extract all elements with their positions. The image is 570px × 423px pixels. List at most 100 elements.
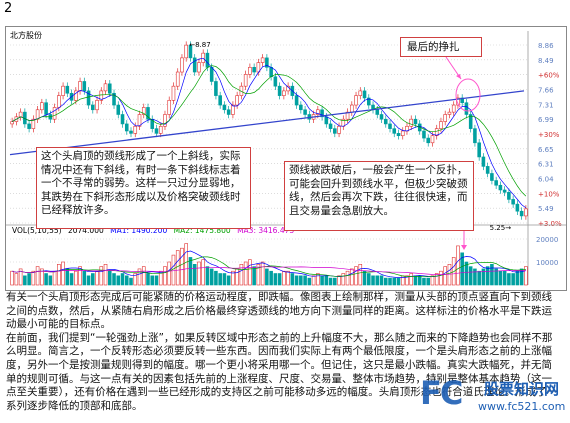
volume-bar	[171, 254, 176, 286]
volume-bar	[515, 270, 520, 286]
last-struggle-circle	[455, 78, 481, 112]
volume-bar	[146, 273, 150, 286]
volume-bar	[405, 275, 409, 286]
candle-body	[507, 192, 511, 200]
price-tick-label: 5.49	[538, 205, 554, 213]
volume-ma2-line	[12, 256, 526, 278]
volume-bar	[137, 268, 142, 286]
price-tick-label: 6.31	[538, 161, 554, 169]
volume-bar	[396, 277, 401, 286]
volume-bar	[341, 273, 346, 286]
volume-bar	[107, 270, 112, 286]
candle-body	[192, 57, 197, 73]
candle-body	[294, 95, 299, 106]
candle-body	[175, 71, 180, 87]
candle-body	[494, 180, 498, 186]
volume-bar	[468, 266, 473, 286]
candle-body	[447, 111, 452, 115]
volume-bar	[120, 273, 125, 286]
candle-body	[388, 123, 392, 129]
volume-bar	[116, 275, 121, 286]
price-tick-label: +10%	[538, 190, 560, 198]
volume-bar	[456, 245, 460, 286]
candle-body	[248, 67, 252, 75]
volume-bar	[231, 270, 235, 286]
volume-bar	[205, 266, 210, 286]
price-tick-label: +60%	[538, 72, 560, 80]
volume-bar	[417, 275, 422, 286]
candle-body	[103, 83, 108, 92]
volume-bar	[371, 275, 375, 286]
candle-body	[180, 57, 184, 73]
volume-bar	[345, 270, 350, 286]
volume-bar	[316, 273, 320, 286]
volume-bar	[507, 273, 511, 286]
price-tick-label: 7.66	[538, 87, 554, 95]
volume-bar	[35, 266, 40, 286]
volume-bar	[27, 273, 31, 286]
volume-bar	[154, 275, 159, 286]
volume-bar	[464, 261, 469, 286]
candle-body	[366, 97, 371, 106]
candle-body	[61, 85, 65, 96]
volume-bar	[150, 275, 155, 286]
volume-bar	[490, 264, 494, 286]
candle-body	[282, 90, 286, 96]
volume-bar	[282, 270, 286, 286]
ma2-value: MA2: 1475.800	[173, 226, 231, 235]
price-ma10-line	[11, 65, 527, 197]
candle-body	[44, 102, 48, 115]
volume-bar	[350, 268, 354, 286]
candle-body	[91, 104, 95, 111]
volume-bar	[328, 277, 333, 286]
price-ma5-line	[11, 57, 527, 209]
volume-bar	[57, 264, 61, 286]
volume-bar	[61, 261, 65, 286]
candle-body	[27, 123, 31, 129]
volume-label: VOL(5,10,55)	[12, 226, 62, 235]
candle-body	[519, 210, 524, 217]
annotation-breakdown-note: 颈线被跌破后，一般会产生一个反扑，可能会回升到颈线水平，但极少突破颈线，然后会再…	[284, 161, 474, 231]
candle-body	[439, 121, 443, 129]
volume-bar	[91, 273, 95, 286]
candle-body	[231, 104, 235, 115]
volume-bar	[188, 257, 193, 286]
candle-body	[354, 95, 358, 106]
candle-body	[35, 109, 40, 120]
volume-bar	[494, 268, 498, 286]
volume-bar	[498, 270, 503, 286]
candle-body	[434, 128, 439, 137]
volume-bar	[324, 275, 329, 286]
volume-bar	[129, 277, 133, 286]
candle-body	[324, 116, 329, 125]
volume-bar	[392, 277, 397, 286]
candle-body	[481, 156, 486, 167]
volume-bar	[333, 277, 337, 286]
volume-bar	[260, 261, 265, 286]
candle-body	[40, 102, 44, 111]
volume-bar	[460, 252, 464, 286]
volume-bar	[413, 275, 418, 286]
volume-bar	[14, 273, 19, 286]
watermark-url: www.fc521.com	[478, 400, 566, 413]
candle-body	[260, 57, 265, 63]
volume-bar	[379, 275, 384, 286]
volume-bar	[44, 273, 48, 286]
volume-bar	[337, 275, 341, 286]
candle-body	[141, 107, 146, 115]
candle-body	[299, 104, 303, 111]
candle-body	[320, 109, 324, 118]
volume-bar	[269, 270, 273, 286]
candle-body	[120, 114, 125, 125]
volume-bar	[23, 275, 27, 286]
candle-body	[485, 166, 490, 174]
volume-bar	[218, 273, 222, 286]
volume-bar	[375, 275, 380, 286]
volume-arrowhead	[461, 245, 467, 250]
volume-bar	[362, 270, 367, 286]
volume-bar	[248, 259, 252, 286]
volume-bar	[502, 270, 507, 286]
volume-bar	[197, 261, 201, 286]
volume-bar	[388, 277, 392, 286]
candle-body	[82, 81, 87, 92]
